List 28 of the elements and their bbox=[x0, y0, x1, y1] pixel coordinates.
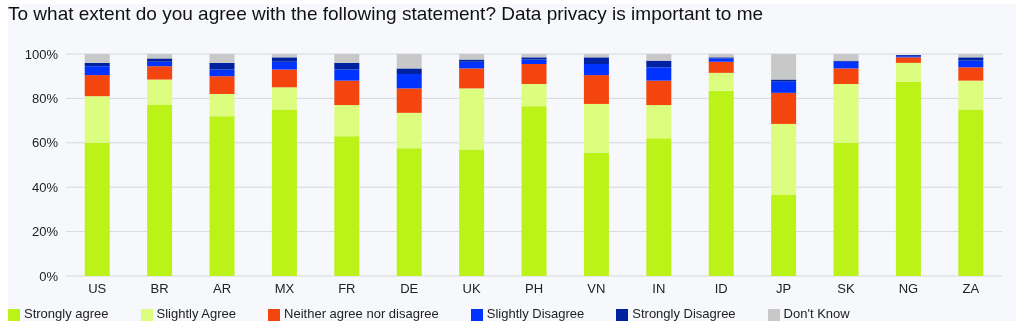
x-tick-label: ID bbox=[714, 281, 728, 297]
x-tick-label: UK bbox=[462, 281, 481, 297]
legend-label: Neither agree nor disagree bbox=[284, 306, 439, 321]
x-tick-label: SK bbox=[837, 281, 855, 297]
x-tick-label: IN bbox=[652, 281, 666, 297]
x-tick-label: BR bbox=[150, 281, 169, 297]
y-tick-label: 80% bbox=[31, 91, 59, 107]
legend-label: Don't Know bbox=[783, 306, 850, 321]
x-tick-label: US bbox=[88, 281, 107, 297]
x-tick-label: FR bbox=[338, 281, 356, 297]
x-tick-label: NG bbox=[898, 281, 919, 297]
x-tick-label: MX bbox=[274, 281, 295, 297]
x-tick-label: PH bbox=[524, 281, 544, 297]
chart-title: To what extent do you agree with the following statement? Data privacy is important to me bbox=[8, 3, 765, 26]
x-tick-label: ZA bbox=[962, 281, 980, 297]
y-tick-label: 0% bbox=[39, 268, 59, 284]
y-tick-label: 100% bbox=[24, 46, 59, 62]
y-tick-label: 60% bbox=[31, 135, 59, 151]
y-tick-label: 20% bbox=[31, 224, 59, 240]
x-tick-label: DE bbox=[400, 281, 419, 297]
x-tick-label: JP bbox=[776, 281, 792, 297]
x-tick-label: VN bbox=[587, 281, 606, 297]
legend-label: Strongly agree bbox=[24, 306, 109, 321]
legend-label: Slightly Disagree bbox=[486, 306, 585, 321]
x-tick-label: AR bbox=[212, 281, 232, 297]
legend-label: Slightly Agree bbox=[156, 306, 237, 321]
legend-label: Strongly Disagree bbox=[632, 306, 736, 321]
y-tick-label: 40% bbox=[31, 179, 59, 195]
